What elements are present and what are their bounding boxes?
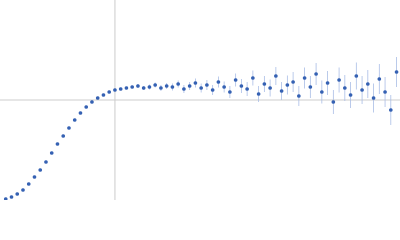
data-point — [205, 83, 209, 87]
data-point — [377, 77, 382, 81]
data-point — [147, 85, 152, 89]
data-point — [233, 78, 238, 82]
data-point — [38, 168, 43, 172]
data-point — [325, 81, 330, 85]
data-point — [113, 88, 117, 92]
data-point — [187, 84, 192, 88]
data-point — [366, 82, 370, 86]
chart — [0, 0, 400, 200]
data-point — [3, 197, 8, 200]
data-point — [285, 83, 290, 87]
data-point — [176, 82, 180, 86]
data-point — [268, 86, 272, 90]
data-point — [153, 83, 157, 87]
data-point — [182, 87, 186, 91]
data-point — [15, 192, 20, 196]
data-point — [331, 100, 336, 104]
data-point — [141, 86, 146, 90]
data-point — [228, 90, 232, 94]
data-point — [101, 93, 106, 97]
data-point — [67, 126, 71, 130]
data-point — [337, 78, 341, 82]
data-point — [291, 80, 295, 84]
data-point — [44, 160, 48, 164]
data-point — [78, 111, 83, 115]
data-point — [222, 85, 226, 89]
data-point — [90, 100, 94, 104]
data-point — [297, 94, 301, 98]
data-point — [348, 93, 353, 97]
data-point — [193, 81, 198, 85]
data-point — [107, 90, 111, 94]
data-point — [199, 86, 203, 90]
data-point — [49, 151, 54, 155]
data-point — [371, 96, 376, 100]
data-point — [239, 84, 244, 88]
data-point — [170, 85, 175, 89]
data-point — [95, 96, 100, 100]
data-point — [164, 84, 169, 88]
data-point — [389, 108, 393, 112]
data-point — [55, 142, 60, 146]
data-point — [118, 87, 123, 91]
data-point — [84, 105, 89, 109]
data-point — [274, 74, 278, 78]
data-point — [354, 74, 359, 78]
data-point — [159, 86, 163, 90]
data-point — [394, 70, 399, 74]
data-point — [9, 195, 14, 199]
data-point — [308, 85, 313, 89]
data-point — [256, 92, 261, 96]
data-point — [72, 118, 77, 122]
data-point — [26, 182, 31, 186]
data-point — [216, 80, 221, 84]
data-point — [61, 134, 66, 138]
data-point — [383, 90, 387, 94]
data-point — [32, 175, 37, 179]
data-point — [302, 76, 307, 80]
data-point — [343, 86, 347, 90]
data-point — [360, 88, 364, 92]
data-point — [314, 72, 318, 76]
data-point — [251, 76, 255, 80]
data-point — [130, 85, 134, 89]
data-point — [262, 82, 267, 86]
data-point — [245, 87, 249, 91]
data-point — [320, 90, 324, 94]
data-point — [124, 86, 129, 90]
data-point — [279, 89, 284, 93]
data-point — [210, 88, 215, 92]
data-point — [136, 84, 140, 88]
data-point — [21, 188, 25, 192]
